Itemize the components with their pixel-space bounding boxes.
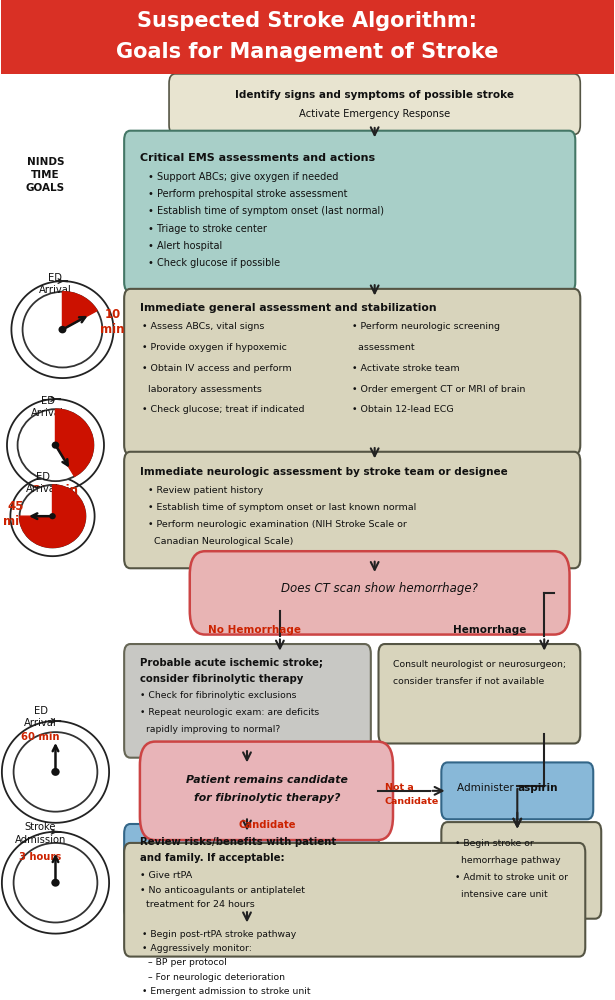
Text: • Begin stroke or: • Begin stroke or: [456, 839, 534, 848]
Text: 25 min: 25 min: [33, 484, 78, 497]
Text: Patient remains candidate: Patient remains candidate: [186, 775, 348, 785]
Text: • Emergent admission to stroke unit: • Emergent admission to stroke unit: [142, 987, 311, 996]
Text: Immediate neurologic assessment by stroke team or designee: Immediate neurologic assessment by strok…: [140, 467, 508, 477]
Ellipse shape: [49, 513, 56, 519]
Text: Candidate: Candidate: [238, 820, 296, 830]
Ellipse shape: [20, 485, 85, 547]
Text: • Repeat neurologic exam: are deficits: • Repeat neurologic exam: are deficits: [140, 708, 320, 717]
Text: • No anticoagulants or antiplatelet: • No anticoagulants or antiplatelet: [140, 886, 305, 895]
Text: Review risks/benefits with patient: Review risks/benefits with patient: [140, 837, 336, 847]
Ellipse shape: [14, 732, 97, 812]
Text: • Triage to stroke center: • Triage to stroke center: [148, 224, 267, 234]
Text: Candidate: Candidate: [384, 797, 439, 806]
Ellipse shape: [51, 879, 60, 887]
Text: Hemorrhage: Hemorrhage: [453, 625, 526, 635]
Text: • Perform neurologic screening: • Perform neurologic screening: [352, 322, 500, 331]
Text: ED
Arrival: ED Arrival: [24, 706, 57, 728]
Text: • Obtain 12-lead ECG: • Obtain 12-lead ECG: [352, 405, 453, 414]
Text: • Order emergent CT or MRI of brain: • Order emergent CT or MRI of brain: [352, 385, 525, 394]
Text: – BP per protocol: – BP per protocol: [142, 958, 227, 967]
Text: No Hemorrhage: No Hemorrhage: [208, 625, 301, 635]
Text: Immediate general assessment and stabilization: Immediate general assessment and stabili…: [140, 303, 437, 313]
Text: • Review patient history: • Review patient history: [148, 486, 263, 495]
Text: and family. If acceptable:: and family. If acceptable:: [140, 853, 285, 863]
Text: 45
min: 45 min: [3, 500, 28, 528]
FancyBboxPatch shape: [169, 74, 581, 134]
Text: – For neurologic deterioration: – For neurologic deterioration: [142, 973, 285, 982]
Text: • Check glucose; treat if indicated: • Check glucose; treat if indicated: [142, 405, 305, 414]
Text: • Alert hospital: • Alert hospital: [148, 241, 223, 251]
Text: Identify signs and symptoms of possible stroke: Identify signs and symptoms of possible …: [235, 90, 514, 100]
Polygon shape: [55, 409, 93, 476]
Text: consider transfer if not available: consider transfer if not available: [392, 677, 544, 686]
Text: • Perform neurologic examination (NIH Stroke Scale or: • Perform neurologic examination (NIH St…: [148, 520, 407, 529]
FancyBboxPatch shape: [124, 824, 379, 919]
FancyBboxPatch shape: [124, 843, 585, 957]
Ellipse shape: [23, 292, 102, 367]
Text: • Begin post-rtPA stroke pathway: • Begin post-rtPA stroke pathway: [142, 930, 296, 939]
Text: • Check for fibrinolytic exclusions: • Check for fibrinolytic exclusions: [140, 691, 297, 700]
Polygon shape: [63, 292, 97, 330]
Text: Stroke
Admission: Stroke Admission: [15, 822, 66, 845]
Text: hemorrhage pathway: hemorrhage pathway: [456, 856, 561, 865]
Ellipse shape: [52, 442, 59, 449]
Text: Critical EMS assessments and actions: Critical EMS assessments and actions: [140, 153, 375, 163]
Text: laboratory assessments: laboratory assessments: [142, 385, 262, 394]
FancyBboxPatch shape: [124, 131, 575, 292]
Text: Activate Emergency Response: Activate Emergency Response: [299, 109, 450, 119]
Text: • Give rtPA: • Give rtPA: [140, 871, 192, 880]
Text: • Establish time of symptom onset or last known normal: • Establish time of symptom onset or las…: [148, 503, 416, 512]
Text: 3 hours: 3 hours: [20, 852, 62, 862]
Text: Administer: Administer: [458, 783, 517, 793]
Text: Not a: Not a: [384, 783, 413, 792]
Text: ED
Arrival: ED Arrival: [31, 396, 64, 418]
Text: • Admit to stroke unit or: • Admit to stroke unit or: [456, 873, 568, 882]
FancyBboxPatch shape: [442, 762, 593, 819]
FancyBboxPatch shape: [190, 551, 569, 635]
Text: 10
min: 10 min: [100, 308, 125, 336]
Polygon shape: [20, 485, 85, 547]
Text: Consult neurologist or neurosurgeon;: Consult neurologist or neurosurgeon;: [392, 660, 566, 669]
Text: NINDS
TIME
GOALS: NINDS TIME GOALS: [26, 157, 65, 193]
Text: ED
Arrival: ED Arrival: [26, 472, 59, 494]
Text: • Perform prehospital stroke assessment: • Perform prehospital stroke assessment: [148, 189, 347, 199]
Text: • Aggressively monitor:: • Aggressively monitor:: [142, 944, 252, 953]
Text: • Check glucose if possible: • Check glucose if possible: [148, 258, 280, 268]
Ellipse shape: [51, 768, 60, 776]
Text: consider fibrinolytic therapy: consider fibrinolytic therapy: [140, 674, 304, 684]
Ellipse shape: [58, 326, 66, 333]
Text: • Activate stroke team: • Activate stroke team: [352, 364, 459, 373]
FancyBboxPatch shape: [124, 644, 371, 758]
FancyBboxPatch shape: [124, 452, 581, 568]
Text: Goals for Management of Stroke: Goals for Management of Stroke: [116, 42, 499, 62]
Text: Canadian Neurological Scale): Canadian Neurological Scale): [148, 537, 293, 546]
Text: Suspected Stroke Algorithm:: Suspected Stroke Algorithm:: [137, 11, 477, 31]
Text: • Obtain IV access and perform: • Obtain IV access and perform: [142, 364, 292, 373]
FancyBboxPatch shape: [124, 289, 581, 455]
Text: assessment: assessment: [352, 343, 415, 352]
Text: aspirin: aspirin: [517, 783, 558, 793]
Text: rapidly improving to normal?: rapidly improving to normal?: [140, 725, 280, 734]
Text: • Assess ABCs, vital signs: • Assess ABCs, vital signs: [142, 322, 264, 331]
Text: 60 min: 60 min: [22, 732, 60, 742]
Text: Does CT scan show hemorrhage?: Does CT scan show hemorrhage?: [281, 582, 478, 595]
Text: Probable acute ischemic stroke;: Probable acute ischemic stroke;: [140, 658, 323, 668]
Ellipse shape: [18, 409, 93, 481]
FancyBboxPatch shape: [378, 644, 581, 743]
Text: • Establish time of symptom onset (last normal): • Establish time of symptom onset (last …: [148, 206, 384, 216]
Text: • Provide oxygen if hypoxemic: • Provide oxygen if hypoxemic: [142, 343, 287, 352]
FancyBboxPatch shape: [442, 822, 601, 919]
Text: ED
Arrival: ED Arrival: [39, 273, 72, 295]
Text: intensive care unit: intensive care unit: [456, 890, 548, 899]
FancyBboxPatch shape: [1, 0, 614, 74]
Text: • Support ABCs; give oxygen if needed: • Support ABCs; give oxygen if needed: [148, 172, 339, 182]
Text: treatment for 24 hours: treatment for 24 hours: [140, 900, 255, 909]
Ellipse shape: [14, 843, 97, 922]
Text: for fibrinolytic therapy?: for fibrinolytic therapy?: [194, 793, 340, 803]
FancyBboxPatch shape: [140, 742, 393, 840]
